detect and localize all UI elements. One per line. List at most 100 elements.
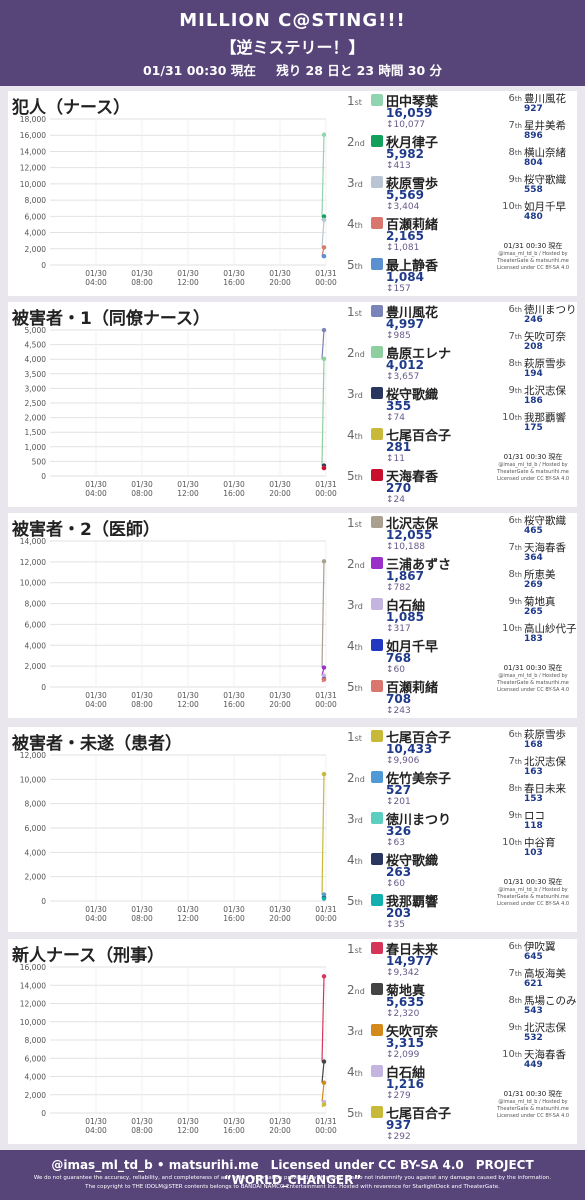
color-swatch xyxy=(371,598,383,610)
score-value: 175 xyxy=(524,423,543,433)
rank-number: 5 xyxy=(347,894,355,908)
x-tick-label: 04:00 xyxy=(85,489,107,498)
score-value: 203 xyxy=(386,906,412,920)
x-tick-label: 01/30 xyxy=(85,691,107,700)
rank-entry-small: 9th 北沢志保 532 xyxy=(488,1020,578,1046)
rank-position: 1st xyxy=(347,94,362,108)
idol-name: 星井美希 xyxy=(524,120,566,132)
score-gap: ↕10,188 xyxy=(386,542,426,552)
rank-suffix: th xyxy=(354,1110,363,1119)
x-tick-label: 01/30 xyxy=(177,905,199,914)
rank-suffix: th xyxy=(354,898,363,907)
x-tick-label: 01/31 xyxy=(315,691,337,700)
rank-entry-small: 9th 北沢志保 186 xyxy=(488,383,578,409)
color-swatch xyxy=(371,557,383,569)
series-line xyxy=(321,330,325,359)
rank-entry: 5th 七尾百合子 937 ↕292 xyxy=(345,1103,485,1143)
score-value: 5,635 xyxy=(386,995,424,1009)
footer-copyright: The copyright to THE IDOLM@STER contents… xyxy=(85,1184,500,1190)
x-tick-label: 01/30 xyxy=(177,691,199,700)
x-tick-label: 01/30 xyxy=(223,691,245,700)
score-gap: ↕35 xyxy=(386,920,405,930)
rank-suffix: th xyxy=(354,1069,363,1078)
x-tick-label: 08:00 xyxy=(131,700,153,709)
rank-suffix: th xyxy=(514,943,522,951)
rank-number: 4 xyxy=(347,428,355,442)
color-swatch xyxy=(371,258,383,270)
rank-entry-small: 7th 北沢志保 163 xyxy=(488,754,578,780)
x-tick-label: 00:00 xyxy=(315,278,337,287)
rank-entry: 2nd 三浦あずさ 1,867 ↕782 xyxy=(345,554,485,594)
y-tick-label: 8,000 xyxy=(25,196,47,205)
score-gap: ↕63 xyxy=(386,838,405,848)
score-gap: ↕317 xyxy=(386,624,411,634)
x-tick-label: 01/30 xyxy=(223,269,245,278)
score-value: 265 xyxy=(524,607,543,617)
score-gap: ↕782 xyxy=(386,583,411,593)
rank-position: 7th xyxy=(488,756,522,767)
rank-number: 6 xyxy=(508,941,515,952)
color-swatch xyxy=(371,516,383,528)
x-tick-label: 01/30 xyxy=(223,1117,245,1126)
rank-number: 9 xyxy=(508,810,515,821)
rank-entry-small: 6th 伊吹翼 645 xyxy=(488,939,578,965)
time-remaining: 残り 28 日と 23 時間 30 分 xyxy=(276,63,442,78)
stamp-time: 01/31 00:30 現在 xyxy=(503,878,563,886)
rank-position: 3rd xyxy=(347,812,363,826)
rank-entry: 4th 如月千早 768 ↕60 xyxy=(345,636,485,676)
score-value: 118 xyxy=(524,821,543,831)
rank-suffix: th xyxy=(514,731,522,739)
x-tick-label: 12:00 xyxy=(177,278,199,287)
rank-number: 3 xyxy=(347,598,355,612)
data-point xyxy=(321,771,327,777)
rank-suffix: th xyxy=(514,625,522,633)
data-point xyxy=(321,896,327,901)
section-title: 新人ナース（刑事） xyxy=(12,946,165,966)
footer-disclaimer: We do not guarantee the accuracy, reliab… xyxy=(33,1175,552,1181)
idol-name: 萩原雪歩 xyxy=(524,358,566,370)
y-tick-label: 0 xyxy=(41,472,46,481)
color-swatch xyxy=(371,387,383,399)
rank-suffix: th xyxy=(514,414,522,422)
x-tick-label: 12:00 xyxy=(177,489,199,498)
color-swatch xyxy=(371,1106,383,1118)
idol-name: 桜守歌織 xyxy=(386,388,439,403)
rank-suffix: th xyxy=(514,598,522,606)
series-line xyxy=(321,1082,325,1102)
rank-number: 8 xyxy=(508,995,515,1006)
data-point xyxy=(321,974,327,979)
score-gap: ↕1,081 xyxy=(386,243,420,253)
rank-entry: 3rd 矢吹可奈 3,315 ↕2,099 xyxy=(345,1021,485,1061)
rank-number: 8 xyxy=(508,358,515,369)
rank-position: 5th xyxy=(347,258,363,272)
rank-number: 10 xyxy=(502,1049,515,1060)
score-value: 355 xyxy=(386,399,412,413)
score-value: 263 xyxy=(386,865,412,879)
idol-name: 北沢志保 xyxy=(524,756,566,768)
rank-number: 9 xyxy=(508,596,515,607)
rank-suffix: rd xyxy=(354,816,363,825)
score-gap: ↕60 xyxy=(386,879,405,889)
x-tick-label: 01/30 xyxy=(269,480,291,489)
x-tick-label: 16:00 xyxy=(223,1126,245,1135)
line-chart: 0 2,000 4,000 6,000 8,000 10,000 12,000 14,000 1… xyxy=(20,115,337,287)
rank-suffix: th xyxy=(514,333,522,341)
rank-suffix: rd xyxy=(354,391,363,400)
y-tick-label: 4,000 xyxy=(25,229,47,238)
score-value: 16,059 xyxy=(386,106,433,120)
x-tick-label: 04:00 xyxy=(85,914,107,923)
score-value: 208 xyxy=(524,342,543,352)
score-gap: ↕157 xyxy=(386,284,411,294)
x-tick-label: 01/30 xyxy=(131,269,153,278)
rank-suffix: rd xyxy=(354,1028,363,1037)
x-tick-label: 01/30 xyxy=(177,480,199,489)
rank-entry-small: 6th 徳川まつり 246 xyxy=(488,302,578,328)
data-point xyxy=(321,465,327,471)
color-swatch xyxy=(371,305,383,317)
x-tick-label: 01/30 xyxy=(85,1117,107,1126)
rank-number: 7 xyxy=(508,968,515,979)
idol-name: 矢吹可奈 xyxy=(386,1025,439,1040)
stamp-line: Licensed under CC BY-SA 4.0 xyxy=(496,1113,570,1119)
rank-entry-small: 10th 如月千早 480 xyxy=(488,199,578,225)
color-swatch xyxy=(371,853,383,865)
